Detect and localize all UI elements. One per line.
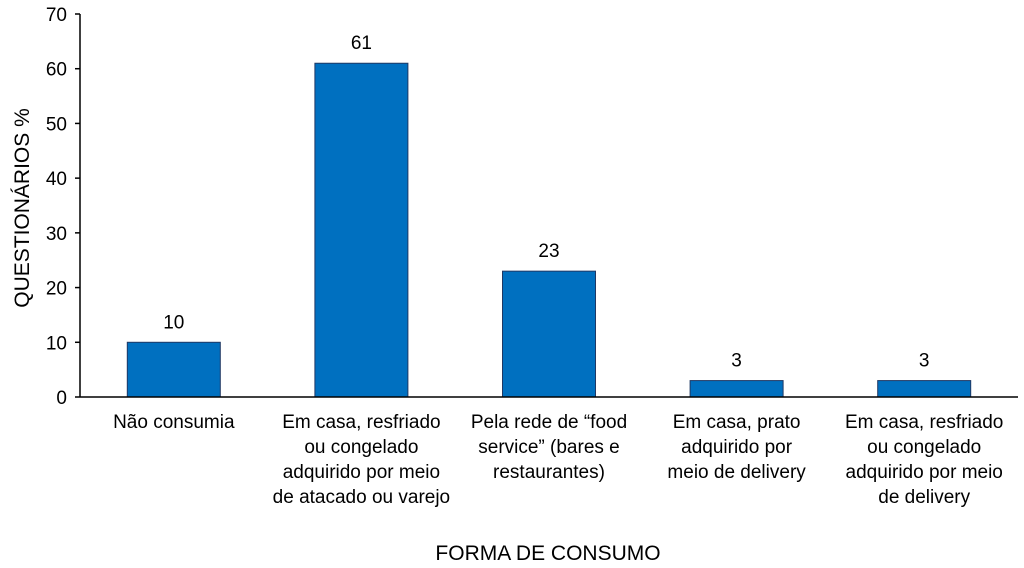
x-category-label-line: de atacado ou varejo [273,487,450,508]
x-category-label: Em casa, resfriado ou congelado adquirido … [845,412,1003,508]
x-category-label-line: Não consumia [113,412,235,433]
x-category-label: Em casa, prato adquirido por meio de deliv… [667,412,806,483]
y-tick-label: 40 [46,169,67,190]
y-tick-label: 20 [46,279,67,300]
x-category-label-line: ou congelado [304,437,418,458]
x-category-label-line: adquirido por [681,437,793,458]
y-tick-label: 50 [46,114,67,135]
y-axis-ticks: 0 10 20 30 40 50 60 70 [46,5,80,409]
y-axis-title: QUESTIONÁRIOS % [11,108,34,308]
bar [502,270,596,398]
x-axis-title: FORMA DE CONSUMO [435,542,660,565]
y-tick-label: 0 [56,388,67,409]
bar-value-label: 3 [919,351,930,372]
x-category-label: Não consumia [113,412,235,433]
x-axis-category-labels: Não consumia Em casa, resfriado ou congela… [113,412,1003,508]
bar [126,341,221,398]
x-category-label-line: Em casa, resfriado [845,412,1003,433]
bar-value-label: 10 [163,312,184,333]
y-tick-label: 30 [46,224,67,245]
bar-value-label: 3 [731,351,742,372]
x-category-label-line: Em casa, prato [673,412,801,433]
x-category-label-line: Pela rede de “food [471,412,627,433]
bars [126,62,972,398]
x-category-label: Pela rede de “food service” (bares e resta… [471,412,627,483]
x-category-label-line: ou congelado [867,437,981,458]
x-category-label: Em casa, resfriado ou congelado adquirido … [273,412,450,508]
x-category-label-line: Em casa, resfriado [282,412,440,433]
bar [877,380,972,398]
bar [689,380,784,398]
x-category-label-line: service” (bares e [478,437,620,458]
x-category-label-line: adquirido por meio [846,462,1003,483]
x-category-label-line: adquirido por meio [283,462,440,483]
y-tick-label: 70 [46,5,67,26]
x-category-label-line: de delivery [878,487,970,508]
bar [314,62,409,398]
y-tick-label: 10 [46,333,67,354]
y-tick-label: 60 [46,60,67,81]
x-category-label-line: meio de delivery [667,462,806,483]
bar-value-label: 23 [538,241,559,262]
x-category-label-line: restaurantes) [493,462,605,483]
bar-value-label: 61 [351,33,372,54]
data-labels: 10 61 23 3 3 [163,33,929,371]
